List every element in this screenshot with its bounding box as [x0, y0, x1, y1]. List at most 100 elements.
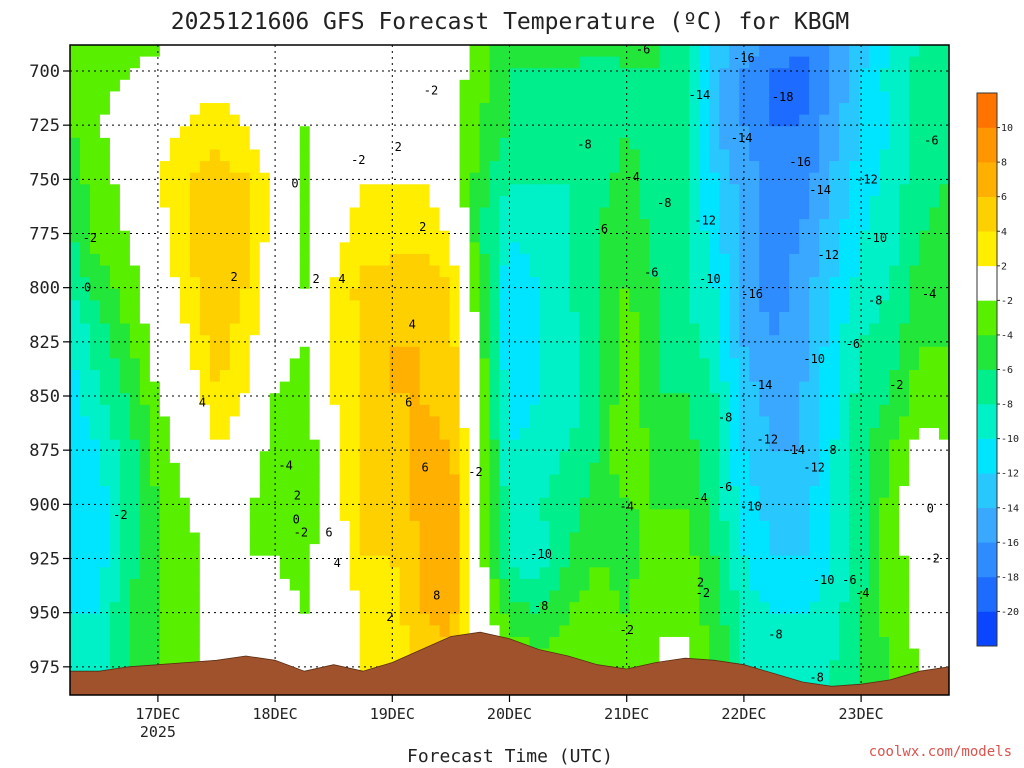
temp-cell [239, 381, 251, 394]
temp-cell [159, 265, 171, 278]
temp-cell [439, 428, 451, 441]
temp-cell [549, 68, 561, 81]
temp-cell [70, 207, 81, 220]
temp-cell [379, 462, 391, 476]
temp-cell [829, 439, 840, 452]
temp-cell [719, 358, 730, 371]
temp-cell [379, 451, 391, 464]
temp-cell [739, 381, 750, 394]
temp-cell [559, 79, 571, 93]
temp-cell [749, 520, 760, 534]
temp-cell [339, 300, 351, 313]
temp-cell [569, 277, 581, 290]
temp-cell [89, 462, 101, 476]
temp-cell [159, 520, 171, 534]
temp-cell [189, 335, 201, 348]
contour-label: 0 [84, 281, 91, 295]
temp-cell [259, 625, 271, 638]
temp-cell [559, 532, 571, 545]
temp-cell [499, 602, 511, 615]
temp-cell [759, 277, 770, 290]
temp-cell [519, 265, 531, 278]
temp-cell [839, 91, 850, 104]
temp-cell [409, 439, 421, 452]
temp-cell [729, 497, 740, 510]
temp-cell [619, 590, 630, 603]
temp-cell [439, 265, 451, 278]
temp-cell [709, 45, 720, 58]
temp-cell [559, 172, 571, 185]
temp-cell [139, 567, 151, 580]
temp-cell [299, 219, 311, 232]
temp-cell [679, 520, 690, 534]
temp-cell [859, 300, 870, 313]
temp-cell [629, 207, 640, 220]
temp-cell [539, 544, 551, 557]
temp-cell [779, 636, 790, 650]
temp-cell [159, 91, 171, 104]
temp-cell [119, 590, 131, 603]
temp-cell [99, 648, 111, 661]
temp-cell [199, 288, 211, 301]
temp-cell [149, 474, 161, 487]
temp-cell [299, 439, 311, 452]
temp-cell [289, 555, 301, 568]
temp-cell [869, 660, 880, 673]
temp-cell [569, 323, 581, 336]
temp-cell [519, 636, 531, 650]
temp-cell [779, 230, 790, 243]
temp-cell [829, 56, 840, 69]
temp-cell [859, 555, 870, 568]
temp-cell [449, 230, 461, 243]
temp-cell [259, 103, 271, 116]
temp-cell [899, 636, 910, 650]
temp-cell [339, 207, 351, 220]
temp-cell [349, 300, 361, 313]
temp-cell [669, 613, 680, 626]
temp-cell [619, 288, 630, 301]
temp-cell [499, 404, 511, 418]
temp-cell [849, 613, 860, 626]
temp-cell [79, 416, 91, 429]
temp-cell [399, 509, 411, 522]
temp-cell [479, 242, 491, 255]
temp-cell [929, 404, 940, 418]
temp-cell [169, 265, 181, 278]
temp-cell [679, 567, 690, 580]
temp-cell [99, 114, 111, 127]
temp-cell [789, 335, 800, 348]
temp-cell [119, 520, 131, 534]
temp-cell [849, 207, 860, 220]
temp-cell [239, 114, 251, 127]
temp-cell [209, 323, 221, 336]
temp-cell [489, 462, 501, 476]
temp-cell [339, 335, 351, 348]
temp-cell [889, 172, 900, 185]
temp-cell [409, 381, 421, 394]
temp-cell [709, 126, 720, 139]
temp-cell [909, 79, 920, 93]
temp-cell [639, 648, 650, 661]
temp-cell [89, 126, 101, 139]
temp-cell [689, 207, 700, 220]
temp-cell [709, 56, 720, 69]
temp-cell [759, 161, 770, 174]
temp-cell [679, 648, 690, 661]
temp-cell [529, 230, 541, 243]
temp-cell [739, 474, 750, 487]
temp-cell [579, 288, 591, 301]
temp-cell [419, 346, 431, 359]
temp-cell [809, 68, 820, 81]
temp-cell [889, 149, 900, 162]
temp-cell [70, 590, 81, 603]
temp-cell [579, 474, 591, 487]
temp-cell [139, 184, 151, 197]
temp-cell [189, 544, 201, 557]
temp-cell [879, 567, 890, 580]
temp-cell [369, 358, 381, 371]
temp-cell [119, 602, 131, 615]
temp-cell [559, 613, 571, 626]
temp-cell [319, 219, 331, 232]
temp-cell [489, 149, 501, 162]
temp-cell [729, 381, 740, 394]
